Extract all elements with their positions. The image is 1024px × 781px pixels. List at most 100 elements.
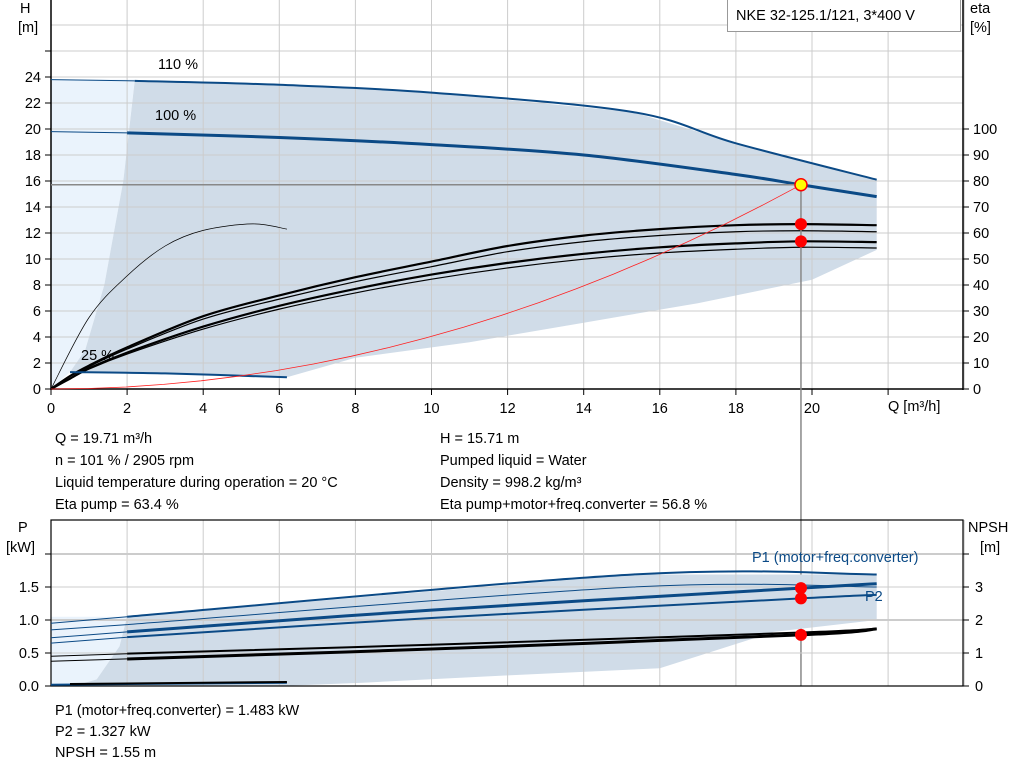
npsh-min-curve [69, 681, 287, 685]
y-tick-label-left: 18 [25, 148, 41, 164]
operating-area-bottom [73, 574, 877, 686]
duty-point [794, 178, 808, 192]
y-axis-unit-eta: [%] [970, 20, 991, 36]
readout-n: n = 101 % / 2905 rpm [55, 453, 195, 469]
x-tick-label: 20 [804, 401, 820, 417]
label-25: 25 % [81, 348, 115, 364]
y-tick-label-left: 8 [33, 278, 41, 294]
eta-total-curve [50, 240, 877, 390]
eta-total-curve-alt [50, 246, 877, 390]
label-110: 110 % [158, 57, 199, 73]
eta-pump-curve [50, 223, 877, 390]
y-tick-label-p: 1.5 [19, 580, 39, 596]
label-100: 100 % [155, 108, 197, 124]
y-axis-unit-p: [kW] [6, 540, 35, 556]
x-tick-label: 8 [351, 401, 359, 417]
eta-total-point [794, 235, 807, 248]
p2-point [794, 592, 807, 605]
x-tick-label: 6 [275, 401, 283, 417]
readout-npsh: NPSH = 1.55 m [55, 745, 157, 761]
y-tick-label-right: 40 [973, 278, 989, 294]
y-tick-label-npsh: 0 [975, 679, 983, 695]
readout-eta-total: Eta pump+motor+freq.converter = 56.8 % [440, 497, 708, 513]
x-tick-label: 10 [423, 401, 439, 417]
y-tick-label-right: 90 [973, 148, 989, 164]
y-tick-label-left: 0 [33, 382, 41, 398]
y-tick-label-right: 80 [973, 174, 989, 190]
y-tick-label-right: 70 [973, 200, 989, 216]
y-tick-label-left: 12 [25, 226, 41, 242]
readout-h: H = 15.71 m [440, 431, 520, 447]
p1-curve-extension [50, 631, 128, 639]
y-tick-label-left: 20 [25, 122, 41, 138]
y-tick-label-npsh: 2 [975, 613, 983, 629]
readout-density: Density = 998.2 kg/m³ [440, 475, 582, 491]
y-tick-label-p: 0.0 [19, 679, 39, 695]
readout-p1: P1 (motor+freq.converter) = 1.483 kW [55, 703, 300, 719]
p2-max-curve-extension [50, 624, 128, 631]
eta-pump-point [794, 218, 807, 231]
p1-max-curve [127, 570, 877, 618]
y-tick-label-right: 60 [973, 226, 989, 242]
readout-temp: Liquid temperature during operation = 20… [55, 475, 338, 491]
y-tick-label-left: 2 [33, 356, 41, 372]
y-axis-label-p: P [18, 520, 28, 536]
system-curve [50, 184, 802, 390]
npsh-point [794, 628, 807, 641]
y-axis-label-h: H [20, 1, 31, 17]
x-axis-label: Q [m³/h] [888, 399, 941, 415]
eta-pump-curve-alt [50, 230, 877, 390]
npsh-curve [127, 627, 877, 661]
y-tick-label-npsh: 1 [975, 646, 983, 662]
y-tick-label-left: 22 [25, 96, 41, 112]
p2-curve-extension [50, 636, 128, 644]
y-tick-label-right: 50 [973, 252, 989, 268]
head-curve-extension [50, 79, 135, 82]
readout-q: Q = 19.71 m³/h [55, 431, 153, 447]
label-p2: P2 [865, 589, 883, 605]
y-axis-label-eta: eta [970, 1, 991, 17]
y-tick-label-npsh: 3 [975, 580, 983, 596]
y-tick-label-left: 16 [25, 174, 41, 190]
y-tick-label-right: 0 [973, 382, 981, 398]
head-curve-100 [127, 131, 877, 199]
head-curve-110 [134, 79, 877, 181]
npsh-max-curve [127, 627, 877, 655]
y-tick-label-p: 0.5 [19, 646, 39, 662]
y-tick-label-p: 1.0 [19, 613, 39, 629]
p1-point [794, 582, 807, 595]
chart-title: NKE 32-125.1/121, 3*400 V [727, 0, 961, 32]
y-tick-label-left: 14 [25, 200, 41, 216]
y-tick-label-right: 100 [973, 122, 997, 138]
label-p1: P1 (motor+freq.converter) [752, 550, 919, 566]
y-tick-label-right: 30 [973, 304, 989, 320]
x-tick-label: 14 [576, 401, 592, 417]
eta-curve-min-speed [50, 223, 287, 390]
y-tick-label-left: 4 [33, 330, 41, 346]
readout-eta-pump: Eta pump = 63.4 % [55, 497, 179, 513]
y-tick-label-left: 6 [33, 304, 41, 320]
p2-curve [127, 593, 877, 639]
y-tick-label-right: 20 [973, 330, 989, 346]
x-tick-label: 0 [47, 401, 55, 417]
y-axis-label-npsh: NPSH [968, 520, 1009, 536]
y-tick-label-left: 24 [25, 70, 41, 86]
p1-max-curve-extension [50, 616, 128, 624]
readout-p2: P2 = 1.327 kW [55, 724, 151, 740]
x-tick-label: 12 [500, 401, 516, 417]
x-tick-label: 16 [652, 401, 668, 417]
y-axis-unit-h: [m] [18, 20, 39, 36]
head-curve-extension [50, 131, 128, 134]
p1-curve [126, 582, 877, 634]
p2-max-curve [127, 583, 877, 626]
npsh-curve-extension [50, 658, 128, 662]
readout-liquid: Pumped liquid = Water [440, 453, 587, 469]
npsh-max-curve-extension [50, 653, 128, 657]
light-area-bottom [51, 616, 128, 686]
x-tick-label: 18 [728, 401, 744, 417]
y-tick-label-left: 10 [25, 252, 41, 268]
y-tick-label-right: 10 [973, 356, 989, 372]
light-area-top [51, 79, 135, 389]
x-tick-label: 4 [199, 401, 207, 417]
